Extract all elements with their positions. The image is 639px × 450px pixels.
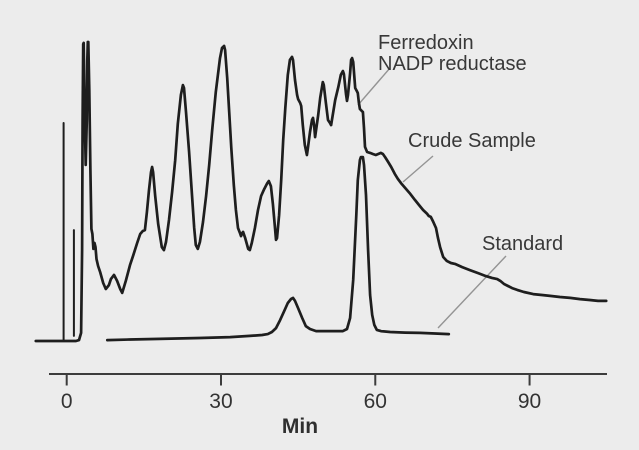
x-axis-title: Min [281,415,319,438]
annotation-ferredoxin-nadp-reductase: Ferredoxin NADP reductase [378,33,527,75]
injection-event-marks [62,122,75,342]
x-tick-label: 60 [363,390,387,413]
standard-leader-line [437,255,507,329]
crude-sample-trace [34,40,608,343]
x-tick-label: 30 [209,390,233,413]
crude-sample-leader-line [402,155,434,183]
x-tick-label: 90 [517,390,542,413]
annotation-ferredoxin-line1: Ferredoxin [378,32,474,54]
annotation-ferredoxin-line2: NADP reductase [378,53,527,75]
x-axis-ticks [65,374,531,386]
ferredoxin-leader-line [357,67,391,106]
x-tick-label: 0 [60,390,73,413]
annotation-crude-sample: Crude Sample [408,130,536,152]
annotation-standard: Standard [482,233,564,255]
chromatogram-traces [34,40,608,343]
standard-trace [105,155,451,342]
